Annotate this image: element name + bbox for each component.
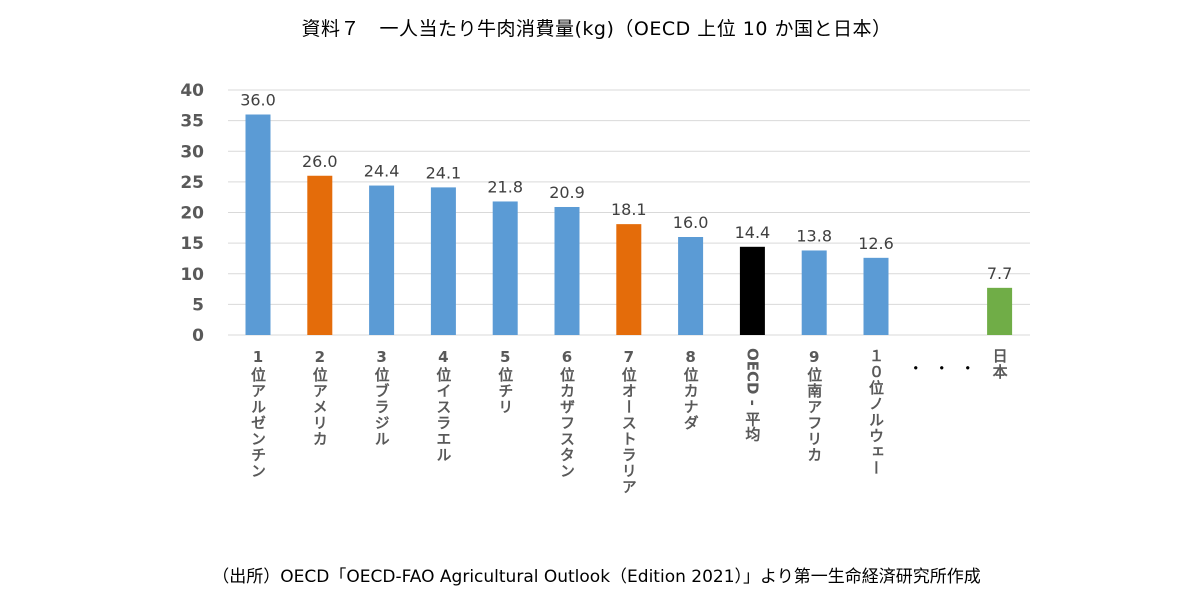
x-tick-label: 7位オーストラリア <box>619 348 638 495</box>
data-label: 18.1 <box>611 200 647 219</box>
data-label: 36.0 <box>240 91 276 110</box>
source-note: （出所）OECD「OECD-FAO Agricultural Outlook（E… <box>212 567 981 587</box>
y-tick-label: 20 <box>180 204 204 224</box>
bar <box>245 114 271 335</box>
x-tick-label: 8位カナダ <box>681 348 700 431</box>
bar-chart: 0 5 10 15 20 25 30 35 40 36.0 26.0 24.4 24.1 21.8 20.… <box>180 81 1030 345</box>
bar <box>369 185 395 335</box>
x-tick-label: 1位アルゼンチン <box>249 348 267 479</box>
data-label: 20.9 <box>549 183 585 202</box>
gap-ellipsis: ・・・ <box>907 359 986 378</box>
bar <box>307 175 333 335</box>
x-tick-label: 2位アメリカ <box>310 348 329 447</box>
data-label: 12.6 <box>858 234 894 253</box>
data-labels: 36.0 26.0 24.4 24.1 21.8 20.9 18.1 16.0 14.4 13.8… <box>240 91 1012 283</box>
bar <box>739 246 765 335</box>
bar <box>616 224 642 335</box>
bar <box>554 206 580 335</box>
x-tick-label: 6位カザフスタン <box>558 348 576 479</box>
data-label: 26.0 <box>302 152 338 171</box>
data-label: 13.8 <box>796 226 832 245</box>
chart-title: 資料７ 一人当たり牛肉消費量(kg)（OECD 上位 10 か国と日本） <box>301 18 892 40</box>
y-tick-label: 35 <box>180 112 204 132</box>
bar <box>678 237 704 335</box>
x-tick-label: 5位チリ <box>496 348 515 415</box>
y-tick-label: 5 <box>192 295 204 315</box>
y-tick-label: 0 <box>192 326 204 345</box>
x-tick-label: １０位ノルウェー <box>867 348 885 476</box>
y-tick-label: 40 <box>180 81 204 101</box>
bar <box>863 257 889 335</box>
x-tick-label: 9位南アフリカ <box>805 348 824 463</box>
data-label: 14.4 <box>735 223 771 242</box>
y-tick-label: 30 <box>180 142 204 162</box>
bar <box>492 201 518 335</box>
data-label: 24.1 <box>426 163 462 182</box>
data-label: 16.0 <box>673 213 709 232</box>
y-tick-label: 10 <box>180 265 204 285</box>
data-label: 21.8 <box>487 177 523 196</box>
bar <box>987 287 1013 335</box>
bars <box>245 114 1013 335</box>
x-tick-label: OECD - 平均 <box>743 348 762 442</box>
x-tick-label: 日本 <box>990 348 1009 380</box>
y-axis-ticks: 0 5 10 15 20 25 30 35 40 <box>180 81 204 345</box>
y-tick-label: 25 <box>180 173 204 193</box>
x-tick-label: 4位イスラエル <box>434 348 453 463</box>
data-label: 7.7 <box>987 264 1012 283</box>
x-tick-label: 3位ブラジル <box>372 348 391 447</box>
data-label: 24.4 <box>364 162 400 181</box>
bar <box>430 187 456 335</box>
bar <box>801 250 827 335</box>
y-tick-label: 15 <box>180 234 204 254</box>
